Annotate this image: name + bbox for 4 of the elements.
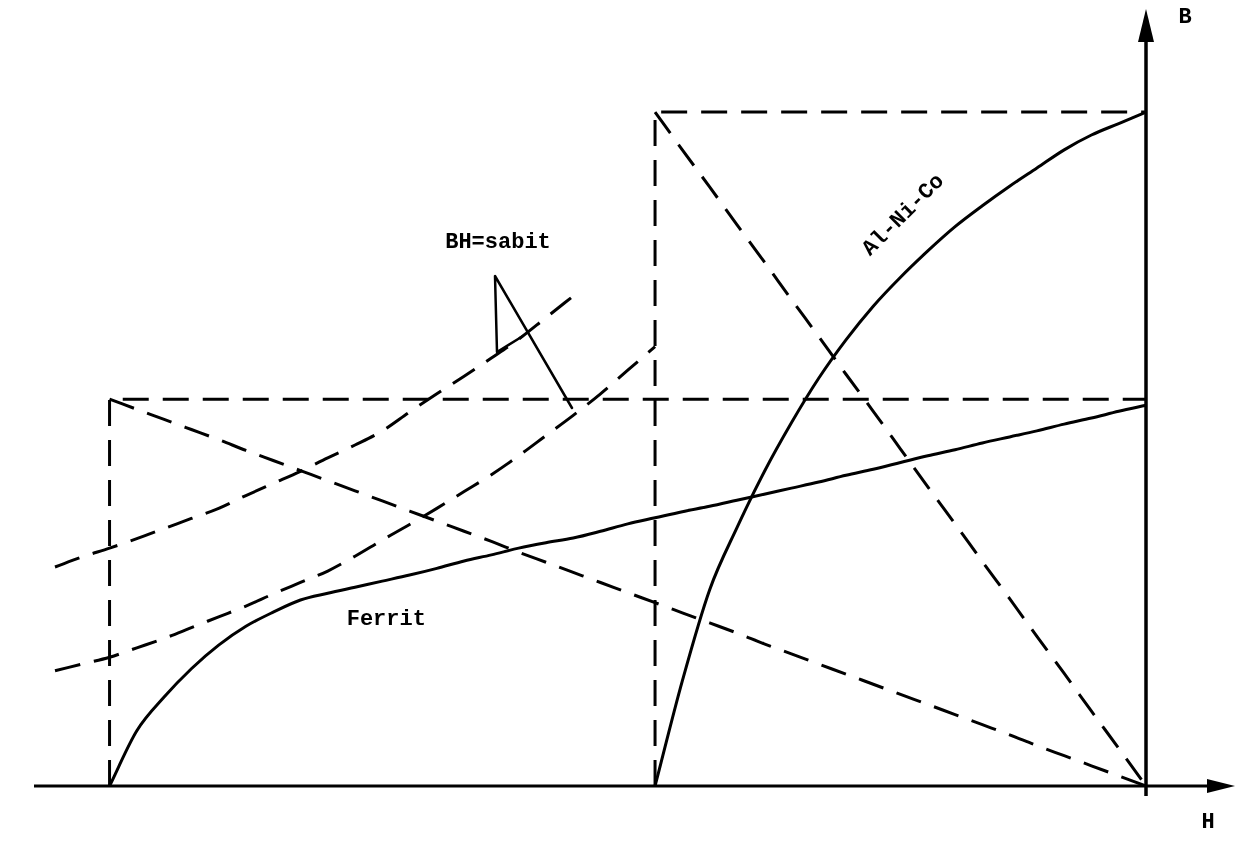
series-label: Ferrit xyxy=(346,606,426,632)
x-axis-title: H xyxy=(1201,809,1215,835)
annotation: BH=sabit xyxy=(445,229,551,255)
y-axis-title: B xyxy=(1178,4,1192,30)
